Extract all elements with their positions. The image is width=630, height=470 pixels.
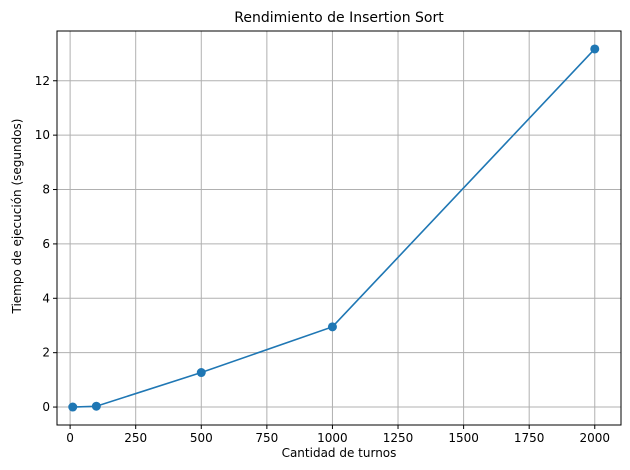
plot-frame xyxy=(56,30,622,426)
y-tick-label: 6 xyxy=(42,237,50,251)
y-tick-label: 4 xyxy=(42,291,50,305)
y-tick-label: 12 xyxy=(35,74,50,88)
x-axis-label: Cantidad de turnos xyxy=(282,446,397,460)
x-tick-label: 750 xyxy=(255,431,278,445)
x-tick-label: 500 xyxy=(190,431,213,445)
y-tick-label: 8 xyxy=(42,183,50,197)
y-tick-label: 2 xyxy=(42,346,50,360)
data-point xyxy=(68,402,78,412)
x-tick-label: 1250 xyxy=(383,431,414,445)
x-tick-label: 0 xyxy=(66,431,74,445)
x-tick-label: 250 xyxy=(124,431,147,445)
series-line xyxy=(72,48,596,408)
y-axis-label: Tiempo de ejecución (segundos) xyxy=(10,119,24,315)
data-point xyxy=(590,44,600,54)
x-tick-label: 1500 xyxy=(448,431,479,445)
grid-lines xyxy=(57,31,621,425)
data-point xyxy=(327,322,337,332)
x-tick-label: 1750 xyxy=(514,431,545,445)
x-tick-label: 2000 xyxy=(579,431,610,445)
y-tick-label: 10 xyxy=(35,128,50,142)
chart-title: Rendimiento de Insertion Sort xyxy=(234,10,444,26)
series-layer xyxy=(68,44,600,412)
x-tick-label: 1000 xyxy=(317,431,348,445)
data-point xyxy=(196,368,206,378)
data-point xyxy=(91,401,101,411)
y-axis-ticks: 0 2 4 6 8 10 12 xyxy=(35,74,57,414)
x-axis-ticks: 0 250 500 750 1000 1250 1500 1750 2000 xyxy=(66,425,610,445)
y-tick-label: 0 xyxy=(42,400,50,414)
